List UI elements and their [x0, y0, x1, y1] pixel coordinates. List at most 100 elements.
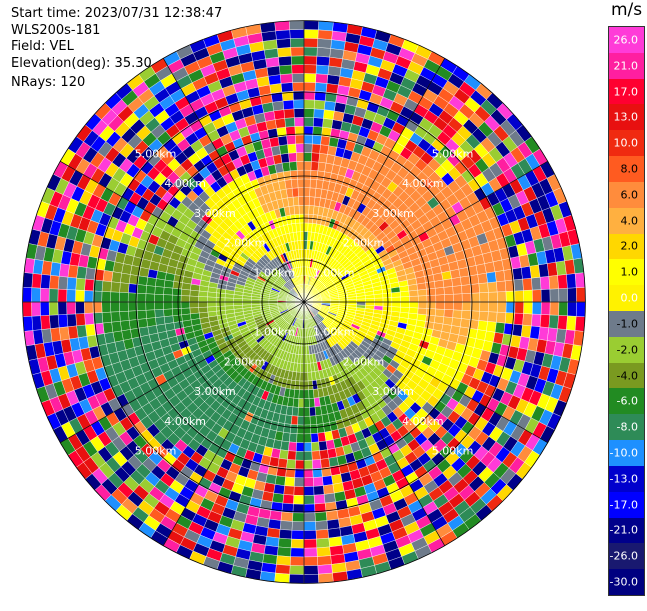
ppi-gate [451, 317, 462, 328]
ppi-gate [313, 494, 326, 505]
ppi-gate [522, 313, 533, 327]
ppi-gate [303, 398, 310, 408]
ppi-gate [101, 280, 112, 293]
ppi-gate [293, 486, 305, 496]
ppi-gate [163, 308, 173, 317]
ppi-gate [163, 294, 173, 303]
ppi-gate [461, 293, 472, 303]
ppi-gate [289, 29, 305, 39]
ppi-gate [532, 301, 542, 315]
ppi-gate [496, 280, 507, 293]
ppi-gate [441, 323, 452, 334]
ppi-gate [426, 288, 436, 296]
ppi-gate [163, 287, 173, 296]
ppi-gate [320, 458, 331, 469]
ppi-gate [301, 345, 305, 355]
ppi-gate [297, 187, 305, 197]
ppi-gate [297, 416, 305, 426]
elevation-label: Elevation(deg): 35.30 [11, 55, 152, 71]
ppi-gate [477, 272, 488, 284]
colorbar-tick-label: -30.0 [609, 575, 638, 589]
ppi-gate [576, 287, 586, 303]
range-ring-label: 4.00km [164, 177, 206, 190]
ppi-gate [84, 312, 95, 326]
ppi-gate [512, 267, 523, 281]
colorbar-tick-label: 10.0 [613, 136, 639, 150]
ppi-gate [529, 325, 541, 340]
ppi-gate [374, 297, 384, 303]
ppi-gate [303, 29, 319, 39]
ppi-gate [22, 316, 34, 332]
ppi-gate [198, 296, 208, 303]
ppi-gate [311, 143, 321, 154]
ppi-gate [486, 271, 497, 283]
ppi-gate [317, 555, 332, 566]
colorbar-tick-label: 2.0 [620, 239, 639, 253]
ppi-gate [303, 556, 318, 566]
ppi-gate [303, 451, 313, 461]
ppi-gate [293, 108, 305, 118]
ppi-gate [497, 301, 507, 313]
range-ring-label: 4.00km [402, 177, 444, 190]
ppi-gate [513, 312, 524, 326]
colorbar-unit: m/s [611, 0, 643, 20]
range-ring-label: 4.00km [164, 415, 206, 428]
ppi-gate [266, 527, 281, 539]
ppi-gate [313, 117, 324, 128]
ppi-gate [452, 309, 463, 319]
ppi-gate [322, 475, 334, 486]
ppi-gate [292, 398, 300, 408]
ppi-gate [277, 458, 288, 469]
ppi-gate [574, 272, 586, 288]
ppi-gate [479, 292, 489, 303]
ppi-gate [31, 315, 42, 331]
ppi-gate [180, 307, 191, 316]
ppi-gate [303, 380, 309, 391]
ppi-gate [522, 277, 533, 291]
ppi-gate [316, 170, 325, 181]
ppi-gate [31, 301, 41, 317]
ppi-gate [293, 389, 300, 399]
ppi-gate [102, 322, 114, 334]
ppi-gate [272, 100, 284, 112]
ppi-gate [286, 459, 296, 470]
ppi-gate [409, 301, 419, 309]
colorbar-tick-label: 17.0 [613, 85, 639, 99]
ppi-gate [146, 276, 157, 287]
ppi-gate [487, 311, 498, 323]
ppi-gate [207, 291, 217, 298]
ppi-gate [566, 273, 577, 289]
ppi-gate [557, 315, 568, 330]
ppi-gate [303, 99, 315, 109]
ppi-gate [449, 325, 461, 336]
ppi-gate [566, 315, 577, 331]
ppi-gate [40, 301, 50, 316]
ppi-gate [309, 187, 317, 198]
ppi-gate [310, 170, 318, 180]
ppi-gate [66, 313, 77, 327]
ppi-gate [311, 152, 320, 163]
range-ring-label: 1.00km [313, 266, 355, 279]
ppi-gate [119, 282, 130, 293]
ppi-gate [292, 512, 305, 522]
ppi-gate [291, 521, 305, 531]
ppi-gate [207, 296, 217, 303]
colorbar-tick-label: -10.0 [609, 446, 638, 460]
ppi-gate [137, 275, 148, 286]
ppi-gate [444, 301, 454, 310]
ppi-gate [296, 424, 305, 435]
ppi-gate [273, 484, 285, 495]
ppi-gate [548, 275, 559, 290]
ppi-gate [295, 143, 305, 153]
ppi-gate [295, 371, 301, 382]
ppi-gate [365, 301, 375, 306]
ppi-gate [190, 283, 200, 292]
ppi-gate [327, 527, 342, 539]
ppi-gate [274, 20, 290, 32]
ppi-gate [145, 309, 156, 319]
ppi-gate [289, 574, 305, 584]
ppi-gate [488, 291, 498, 303]
ppi-gate [276, 555, 291, 566]
ppi-gate [303, 205, 310, 215]
